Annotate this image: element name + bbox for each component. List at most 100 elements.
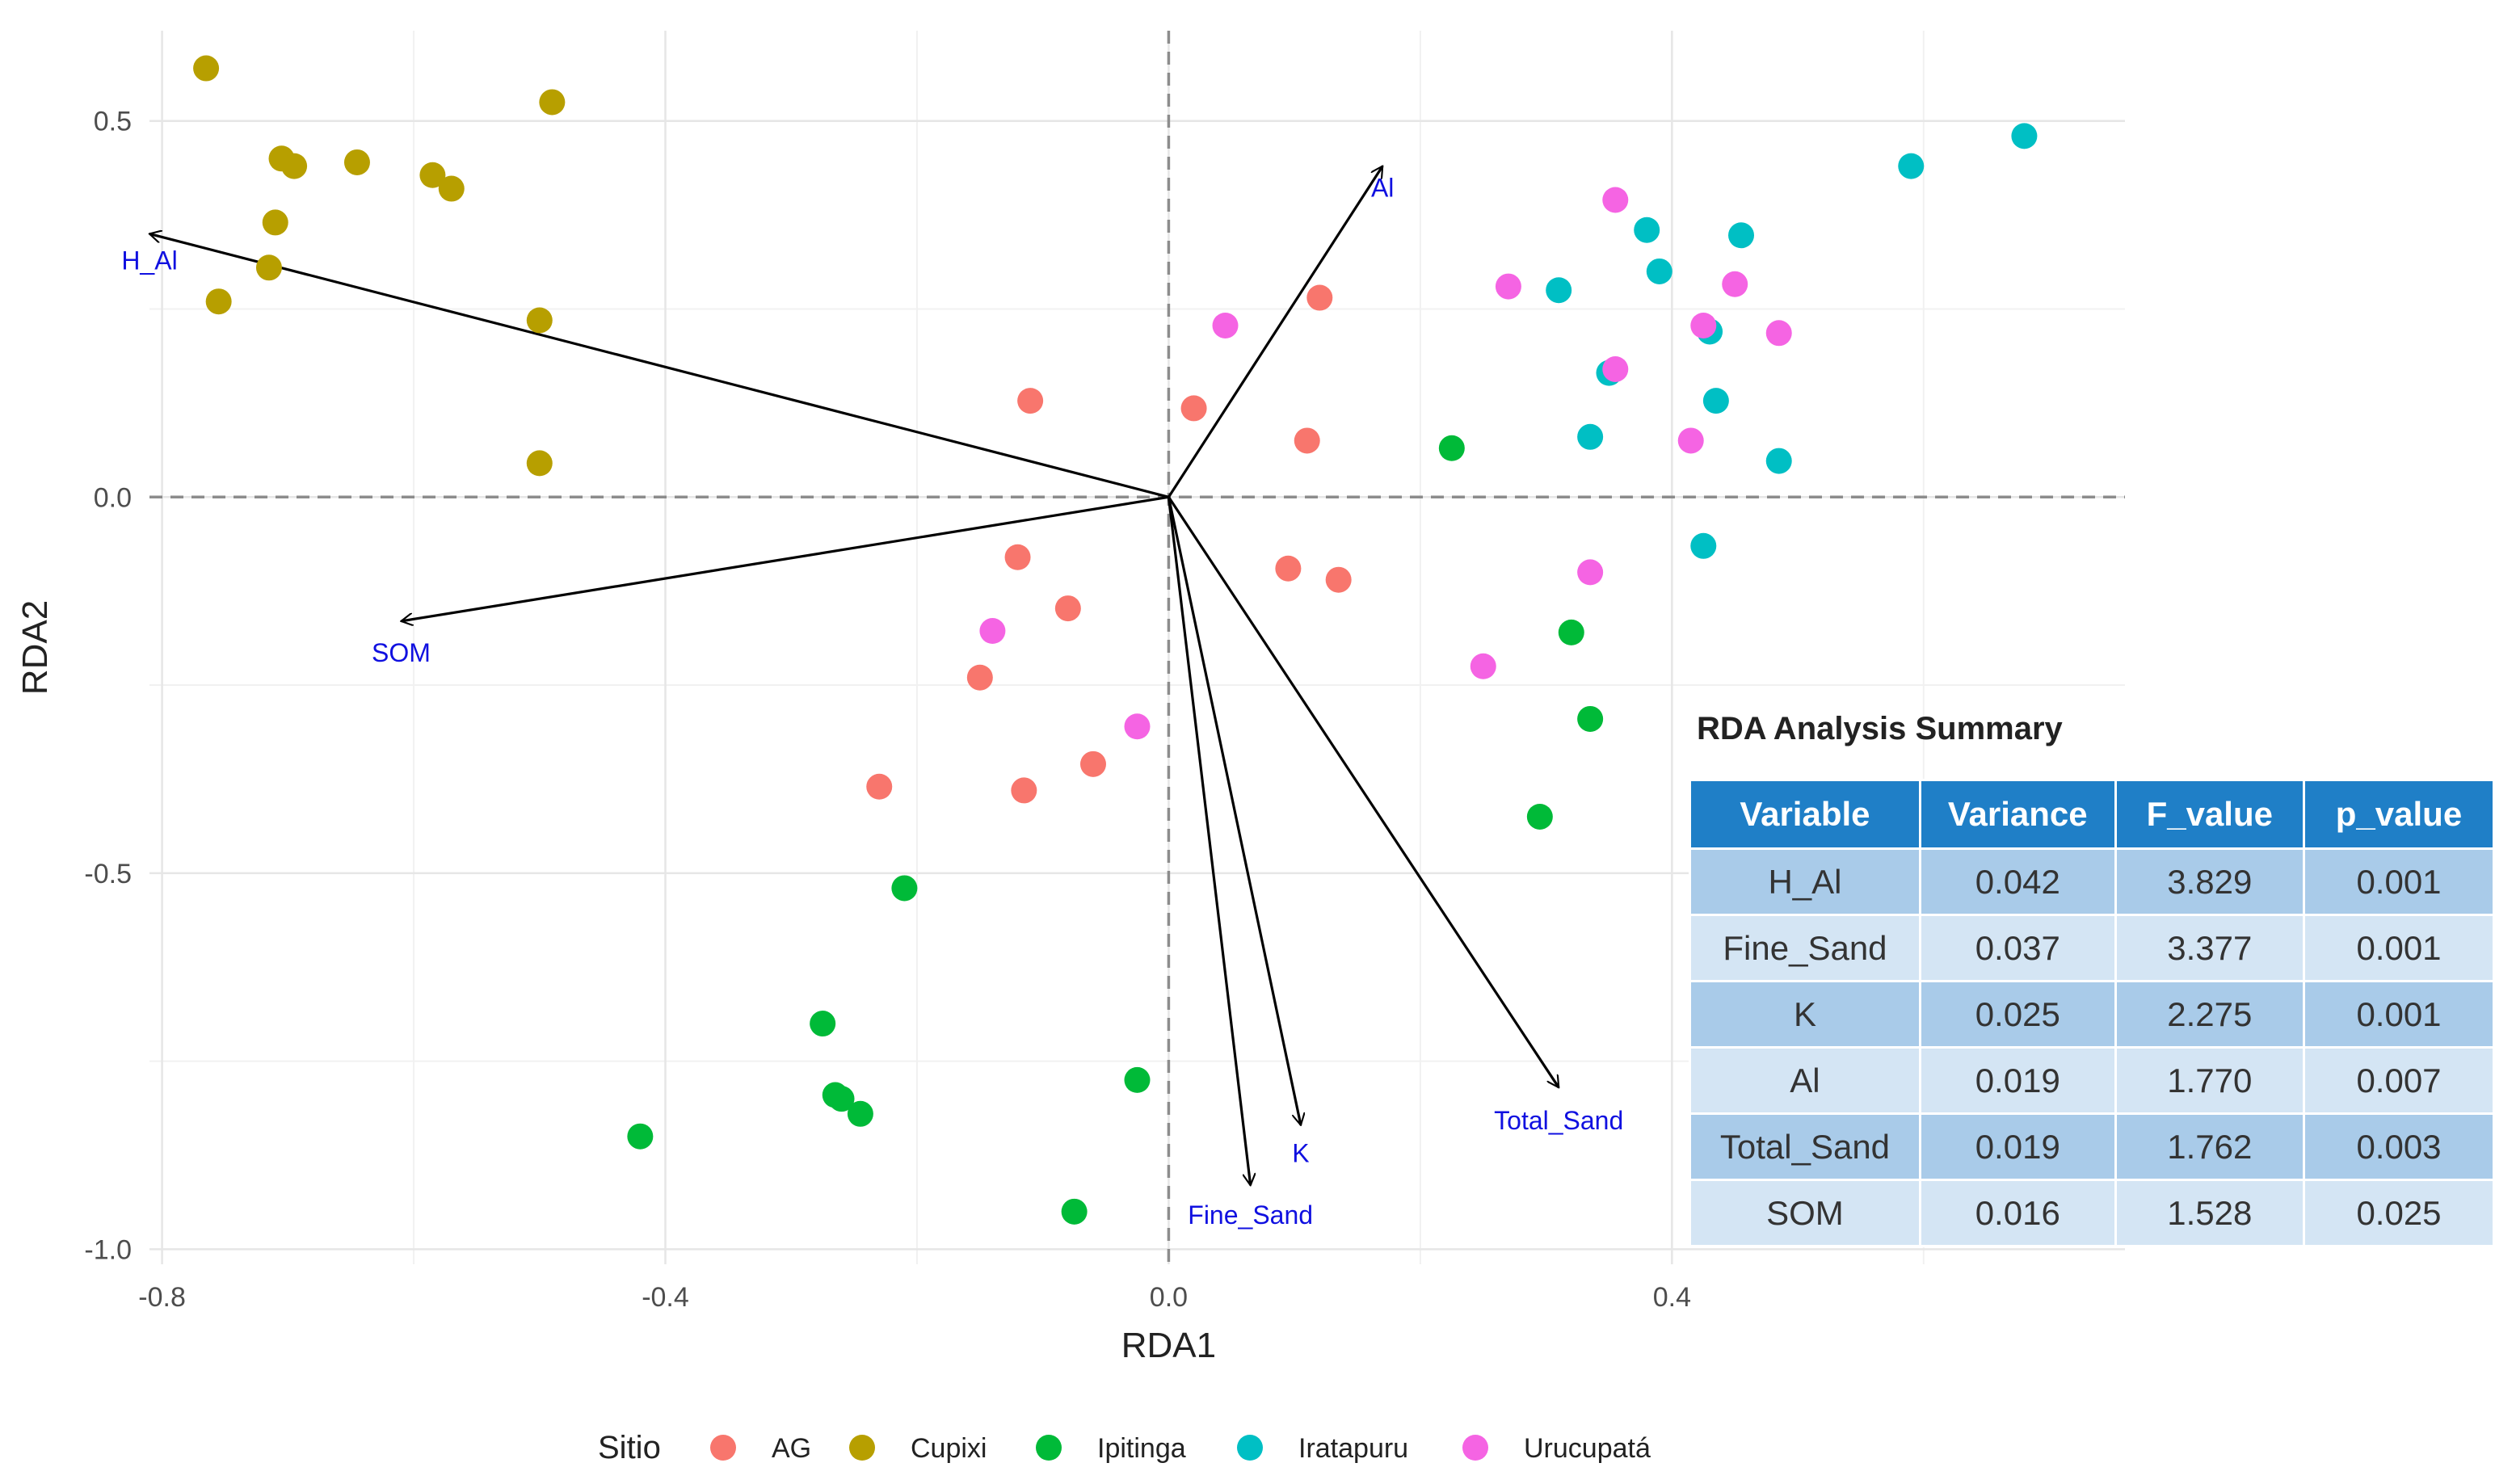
cell-p-value: 0.001	[2303, 847, 2495, 916]
biplot-arrow	[1168, 166, 1384, 498]
scatter-point	[828, 1086, 855, 1112]
cell-p-value: 0.001	[2303, 914, 2495, 982]
scatter-point	[966, 664, 993, 691]
y-axis-title: RDA2	[15, 600, 55, 695]
legend-label: Ipitinga	[1097, 1433, 1186, 1464]
cell-f-value: 3.829	[2114, 847, 2306, 916]
scatter-point	[1180, 395, 1207, 422]
cell-p-value: 0.007	[2303, 1046, 2495, 1115]
table-row: Al 0.019 1.770 0.007	[1689, 1046, 2495, 1115]
table-row: Fine_Sand 0.037 3.377 0.001	[1689, 914, 2495, 982]
biplot-arrow	[1168, 496, 1560, 1087]
scatter-point	[1677, 427, 1704, 454]
cell-variance: 0.016	[1918, 1179, 2117, 1247]
legend-swatch	[710, 1435, 736, 1461]
cell-variable: Total_Sand	[1689, 1112, 1921, 1181]
scatter-point	[1577, 423, 1604, 450]
table-row: H_Al 0.042 3.829 0.001	[1689, 847, 2495, 916]
scatter-point	[205, 288, 232, 315]
scatter-point	[1011, 777, 1037, 804]
scatter-point	[1602, 355, 1629, 382]
scatter-point	[1438, 435, 1465, 461]
scatter-point	[1212, 312, 1239, 338]
biplot-arrow	[401, 495, 1169, 621]
x-tick-label: -0.8	[138, 1282, 186, 1313]
biplot-arrow-label: Al	[1371, 174, 1394, 203]
cell-f-value: 1.762	[2114, 1112, 2306, 1181]
scatter-point	[1054, 595, 1081, 622]
scatter-point	[1722, 271, 1748, 297]
header-p-value: p_value	[2303, 779, 2495, 850]
cell-f-value: 2.275	[2114, 980, 2306, 1049]
table-row: Total_Sand 0.019 1.762 0.003	[1689, 1112, 2495, 1181]
scatter-point	[1275, 555, 1302, 582]
scatter-point	[1898, 153, 1925, 179]
scatter-point	[1646, 258, 1672, 284]
cell-variable: SOM	[1689, 1179, 1921, 1247]
cell-f-value: 1.770	[2114, 1046, 2306, 1115]
biplot-arrow-label: K	[1292, 1139, 1309, 1168]
scatter-point	[193, 55, 220, 82]
scatter-point	[438, 175, 465, 202]
scatter-point	[1602, 187, 1629, 213]
cell-p-value: 0.001	[2303, 980, 2495, 1049]
scatter-point	[419, 162, 446, 188]
scatter-point	[281, 153, 308, 179]
legend-swatch	[1462, 1435, 1488, 1461]
biplot-arrow-label: Total_Sand	[1494, 1106, 1623, 1135]
scatter-point	[1526, 803, 1553, 830]
scatter-point	[847, 1100, 873, 1127]
scatter-point	[539, 89, 566, 116]
scatter-point	[1558, 619, 1584, 645]
cell-f-value: 3.377	[2114, 914, 2306, 982]
table-row: K 0.025 2.275 0.001	[1689, 980, 2495, 1049]
scatter-point	[1124, 1066, 1151, 1093]
table-row: SOM 0.016 1.528 0.025	[1689, 1179, 2495, 1247]
header-f-value: F_value	[2114, 779, 2306, 850]
scatter-point	[262, 209, 288, 236]
biplot-arrow	[1167, 496, 1301, 1125]
cell-p-value: 0.025	[2303, 1179, 2495, 1247]
cell-variable: K	[1689, 980, 1921, 1049]
legend-title: Sitio	[598, 1430, 661, 1465]
biplot-arrow-label: Fine_Sand	[1188, 1200, 1313, 1230]
biplot-arrow-label: H_Al	[121, 246, 177, 275]
scatter-point	[1017, 388, 1044, 414]
cell-p-value: 0.003	[2303, 1112, 2495, 1181]
scatter-point	[1495, 273, 1521, 300]
biplot-arrow	[1167, 497, 1250, 1185]
x-tick-label: -0.4	[642, 1282, 689, 1313]
summary-header-row: Variable Variance F_value p_value	[1689, 779, 2495, 850]
scatter-point	[1061, 1198, 1088, 1225]
legend-label: Cupixi	[911, 1433, 987, 1464]
scatter-point	[1294, 427, 1320, 454]
header-variable: Variable	[1689, 779, 1921, 850]
cell-f-value: 1.528	[2114, 1179, 2306, 1247]
legend-swatch	[1237, 1435, 1263, 1461]
scatter-point	[1306, 284, 1333, 311]
scatter-point	[1325, 566, 1352, 593]
scatter-point	[1577, 559, 1604, 586]
y-tick-label: -1.0	[84, 1234, 132, 1265]
cell-variance: 0.042	[1918, 847, 2117, 916]
legend-swatch	[849, 1435, 875, 1461]
scatter-point	[866, 773, 893, 800]
y-tick-label: -0.5	[84, 859, 132, 889]
cell-variable: H_Al	[1689, 847, 1921, 916]
scatter-point	[1577, 705, 1604, 732]
scatter-point	[979, 618, 1006, 645]
scatter-point	[1470, 653, 1496, 679]
legend-swatch	[1036, 1435, 1062, 1461]
scatter-point	[1702, 388, 1729, 414]
scatter-point	[891, 875, 918, 902]
x-axis-title: RDA1	[1121, 1326, 1216, 1365]
cell-variance: 0.019	[1918, 1046, 2117, 1115]
scatter-point	[1765, 320, 1792, 347]
header-variance: Variance	[1918, 779, 2117, 850]
summary-title: RDA Analysis Summary	[1697, 711, 2063, 746]
scatter-point	[526, 307, 553, 334]
scatter-point	[1546, 277, 1572, 304]
scatter-point	[1690, 312, 1717, 338]
scatter-point	[1079, 750, 1106, 777]
